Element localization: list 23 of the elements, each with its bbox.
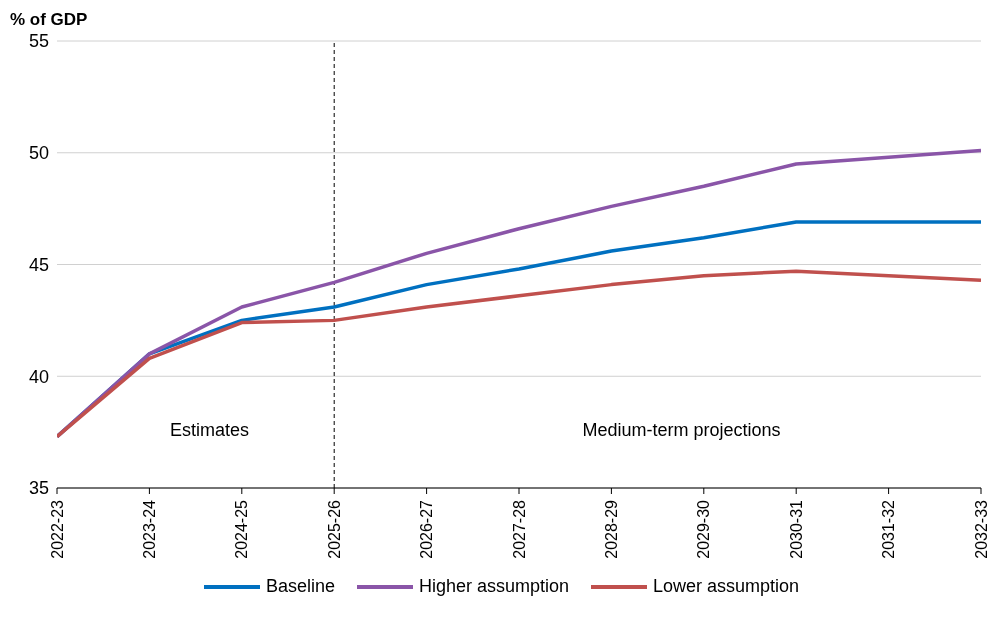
x-tick-label: 2030-31 (787, 499, 805, 559)
legend-label: Higher assumption (418, 576, 570, 597)
y-tick-label: 55 (28, 31, 49, 52)
x-tick-label: 2024-25 (233, 499, 251, 559)
x-tick-label: 2028-29 (602, 499, 620, 559)
y-tick-label: 45 (28, 254, 49, 275)
y-tick-label: 40 (28, 366, 49, 387)
annotation: Estimates (169, 420, 251, 441)
legend-label: Baseline (265, 576, 335, 597)
line-series (57, 269, 981, 439)
x-tick-label: 2031-32 (880, 499, 898, 559)
annotation: Medium-term projections (581, 420, 782, 441)
x-tick-label: 2027-28 (510, 499, 528, 559)
y-axis-title: % of GDP (10, 10, 88, 30)
y-tick-label: 35 (28, 478, 49, 499)
x-tick-label: 2023-24 (140, 499, 158, 559)
x-tick-label: 2029-30 (695, 499, 713, 559)
y-tick-label: 50 (28, 143, 49, 164)
legend-label: Lower assumption (653, 576, 800, 597)
x-tick-label: 2022-23 (48, 499, 66, 559)
x-tick-label: 2032-33 (972, 499, 990, 559)
x-tick-label: 2026-27 (418, 499, 436, 559)
x-tick-label: 2025-26 (325, 499, 343, 559)
